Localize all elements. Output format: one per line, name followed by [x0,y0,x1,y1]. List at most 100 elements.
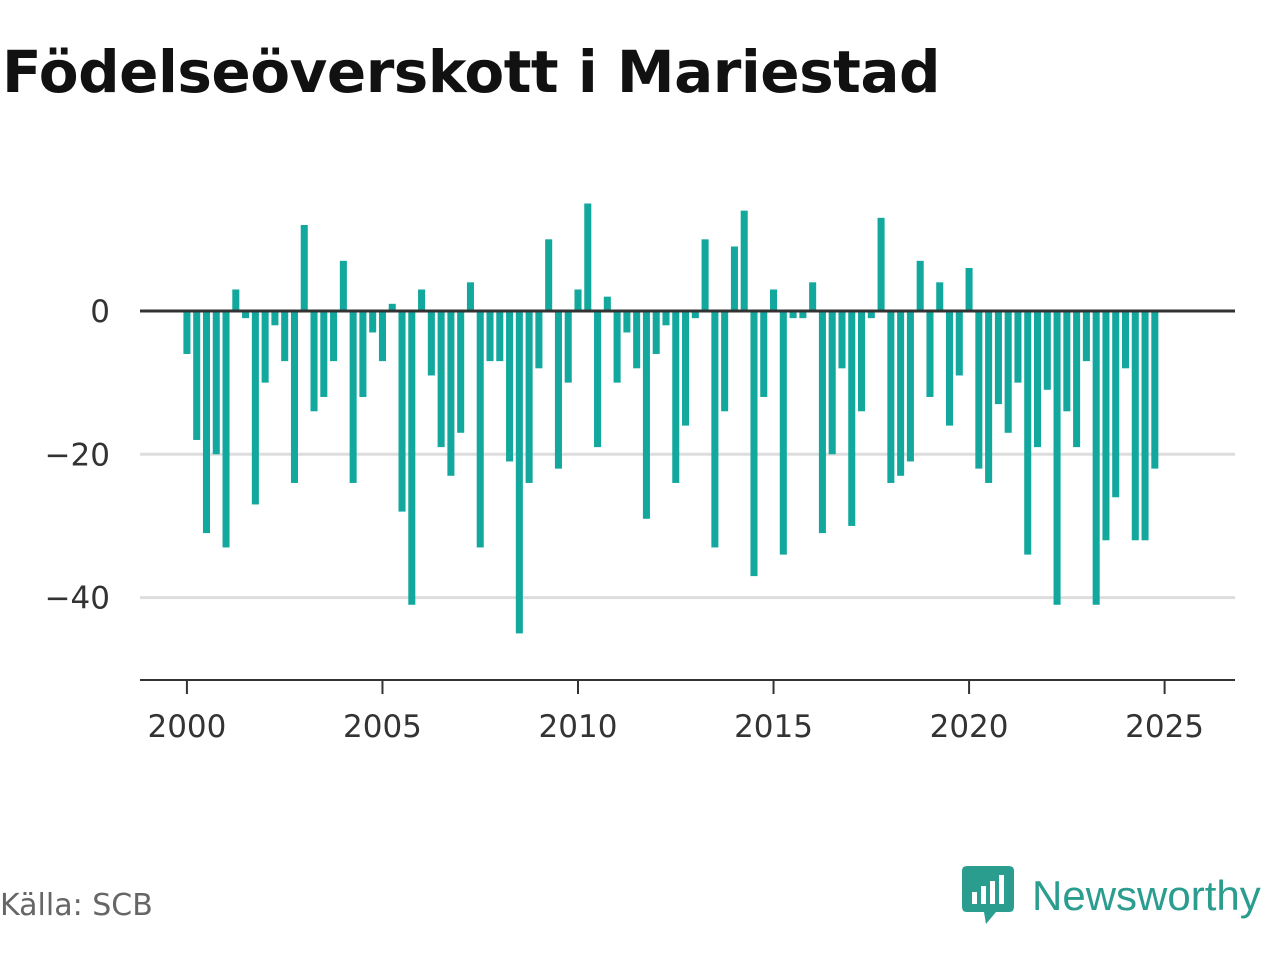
bar [838,310,846,369]
bar [300,224,308,311]
bar [554,310,562,469]
bar [633,310,641,369]
bar [809,282,817,311]
x-axis-ticks: 2000 2005 2010 2015 2020 2025 [147,680,1204,745]
bar [662,310,670,326]
bar [926,310,934,397]
brand-name: Newsworthy [1032,872,1261,919]
brand-logo: Newsworthy [962,864,1261,928]
bar [828,310,836,455]
bar [359,310,367,397]
bar [330,310,338,362]
bar [1131,310,1139,541]
bar [603,296,611,311]
bar [525,310,533,483]
bar [388,303,396,311]
x-tick-label: 2000 [147,709,226,745]
bar [642,310,650,519]
bar [779,310,787,555]
bar [682,310,690,426]
bar [1151,310,1159,469]
bar [1073,310,1081,448]
bar [740,210,748,311]
bar [398,310,406,512]
bar [623,310,631,333]
bar [848,310,856,526]
bar [1043,310,1051,390]
bar [994,310,1002,405]
y-tick-label: 0 [90,294,110,330]
bar [212,310,220,455]
bar [594,310,602,448]
bar [701,239,709,311]
bar [1024,310,1032,555]
bar [349,310,357,483]
bar [897,310,905,476]
bar [916,260,924,311]
source-note: Källa: SCB [0,888,153,923]
bar [789,310,797,319]
bar [515,310,523,634]
bar [818,310,826,534]
bar [770,289,778,311]
bar [799,310,807,319]
bar [1092,310,1100,605]
bar [232,289,240,311]
bar [721,310,729,412]
bar [955,310,963,376]
bar [985,310,993,483]
bar [408,310,416,605]
bar [369,310,377,333]
bar [691,310,699,319]
bar [1082,310,1090,362]
bar [1053,310,1061,605]
bar [730,246,738,311]
bar [202,310,211,534]
bar [437,310,445,448]
bar [1014,310,1022,383]
bar [877,217,885,311]
bar [760,310,768,397]
y-axis-ticks: 0 −20 −40 [45,294,110,617]
x-tick-label: 2015 [734,709,813,745]
newsworthy-logo-icon [962,866,1014,924]
x-tick-label: 2010 [539,709,618,745]
bar [975,310,983,469]
bar [1121,310,1130,369]
bar [613,310,621,383]
bar [535,310,543,369]
bar [476,310,484,548]
bar [711,310,719,548]
bar [1063,310,1071,412]
bar [936,282,944,311]
bar [652,310,660,354]
bar [496,310,504,362]
bar [564,310,572,383]
bar [867,310,875,319]
gridlines [140,452,1235,600]
bar [965,267,973,311]
bar [457,310,465,433]
bar [261,310,269,383]
bar [574,289,582,311]
bar [1141,310,1149,541]
bar [858,310,866,412]
bar [427,310,435,376]
bar [466,282,474,311]
bar [320,310,328,397]
bar [1112,310,1120,498]
bar [251,310,259,505]
bar [945,310,954,426]
x-tick-label: 2005 [343,709,422,745]
bar [1004,310,1012,433]
bar [506,310,514,462]
bar [339,260,347,311]
bar [486,310,494,362]
bar [183,310,191,354]
y-tick-label: −40 [45,581,110,617]
bar-series [183,203,1159,634]
bar [310,310,318,412]
bar [193,310,201,440]
x-tick-label: 2025 [1125,709,1204,745]
